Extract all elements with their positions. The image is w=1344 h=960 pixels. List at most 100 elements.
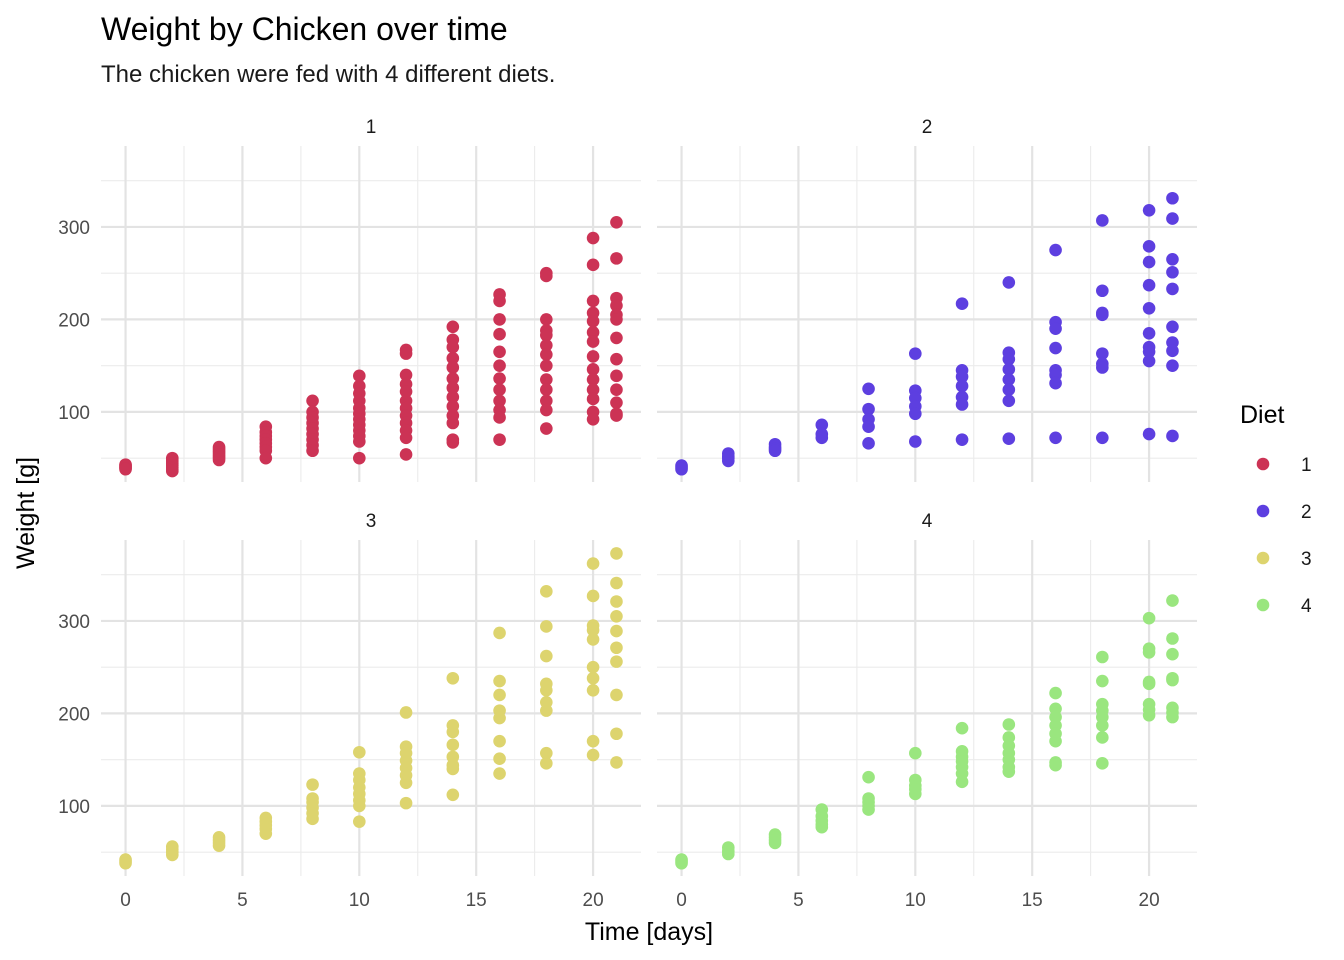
data-point	[955, 297, 969, 310]
y-tick-label: 100	[58, 797, 90, 818]
data-point	[493, 294, 506, 308]
data-point	[493, 411, 506, 424]
data-point	[1166, 265, 1179, 279]
x-tick-label: 10	[905, 890, 926, 911]
data-point	[1002, 383, 1016, 396]
data-point	[610, 547, 623, 560]
data-point	[909, 347, 922, 360]
data-point	[446, 738, 460, 752]
data-point	[862, 382, 875, 396]
data-point	[540, 313, 553, 326]
data-point	[1049, 758, 1062, 772]
legend-key	[1256, 551, 1270, 565]
data-point	[493, 383, 506, 396]
data-point	[446, 762, 460, 776]
legend-item-2: 2	[1256, 502, 1312, 523]
data-point	[493, 433, 506, 446]
data-point	[1096, 284, 1109, 298]
data-point	[610, 216, 623, 229]
data-point	[1142, 326, 1156, 340]
data-point	[862, 402, 875, 416]
data-point	[1166, 710, 1179, 724]
data-point	[540, 746, 553, 760]
data-point	[610, 299, 623, 312]
legend-item-4: 4	[1256, 596, 1312, 617]
data-point	[540, 373, 553, 386]
data-point	[540, 422, 553, 435]
data-point	[493, 345, 506, 359]
data-point	[815, 431, 829, 445]
facet-strip-label: 2	[922, 117, 933, 138]
data-point	[1049, 341, 1062, 355]
data-point	[353, 745, 366, 759]
legend-label: 2	[1301, 502, 1312, 523]
data-point	[586, 294, 600, 308]
data-point	[165, 464, 179, 478]
data-point	[586, 633, 600, 646]
data-point	[610, 655, 623, 668]
data-point	[399, 431, 413, 445]
data-point	[909, 435, 922, 448]
facet-strip-label: 3	[366, 511, 377, 532]
data-point	[1166, 647, 1179, 661]
data-point	[1142, 302, 1156, 315]
data-point	[1049, 686, 1062, 700]
facet-panel-1: 1 100 200 300	[58, 117, 641, 482]
data-point	[955, 433, 969, 446]
data-point	[768, 444, 782, 458]
x-tick-label: 15	[466, 890, 487, 911]
data-point	[306, 444, 319, 458]
data-point	[399, 448, 413, 461]
data-point	[1142, 354, 1156, 368]
data-point	[610, 624, 623, 638]
data-point	[1166, 252, 1179, 266]
data-point	[1096, 347, 1109, 360]
data-point	[493, 734, 506, 748]
data-point	[586, 383, 600, 396]
data-point	[1142, 345, 1156, 359]
data-point	[540, 403, 553, 417]
data-point	[586, 671, 600, 685]
data-point	[493, 767, 506, 780]
data-point	[610, 313, 623, 326]
y-tick-label: 200	[58, 310, 90, 331]
data-point	[1002, 352, 1016, 366]
data-point	[586, 683, 600, 697]
data-point	[446, 725, 460, 739]
data-point	[1142, 278, 1156, 292]
data-point	[586, 660, 600, 674]
data-point	[1166, 429, 1179, 443]
data-point	[1049, 322, 1062, 335]
data-point	[862, 420, 875, 433]
data-point	[610, 688, 623, 702]
data-point	[540, 394, 553, 408]
data-point	[610, 352, 623, 366]
data-point	[955, 721, 969, 735]
data-point	[1049, 376, 1062, 390]
data-point	[212, 453, 226, 467]
data-point	[610, 610, 623, 623]
data-point	[586, 231, 600, 245]
data-point	[862, 437, 875, 450]
data-point	[259, 451, 273, 465]
data-point	[610, 331, 623, 345]
data-point	[1166, 673, 1179, 687]
data-point	[353, 451, 366, 465]
data-point	[955, 775, 969, 789]
data-point	[353, 435, 366, 448]
x-tick-label: 10	[349, 890, 370, 911]
facet-panel-4: 4 0 5 10 15 20	[657, 511, 1197, 911]
data-point	[1142, 708, 1156, 722]
data-point	[721, 454, 735, 468]
data-point	[610, 756, 623, 769]
facet-panel-3: 3 100 200 300 0 5 10 15 20	[58, 511, 641, 911]
facet-strip-label: 4	[922, 511, 933, 532]
data-point	[493, 688, 506, 702]
data-point	[540, 704, 553, 717]
data-point	[1002, 276, 1016, 289]
data-point	[1049, 431, 1062, 445]
data-point	[540, 649, 553, 663]
data-point	[1166, 359, 1179, 372]
data-point	[610, 252, 623, 265]
